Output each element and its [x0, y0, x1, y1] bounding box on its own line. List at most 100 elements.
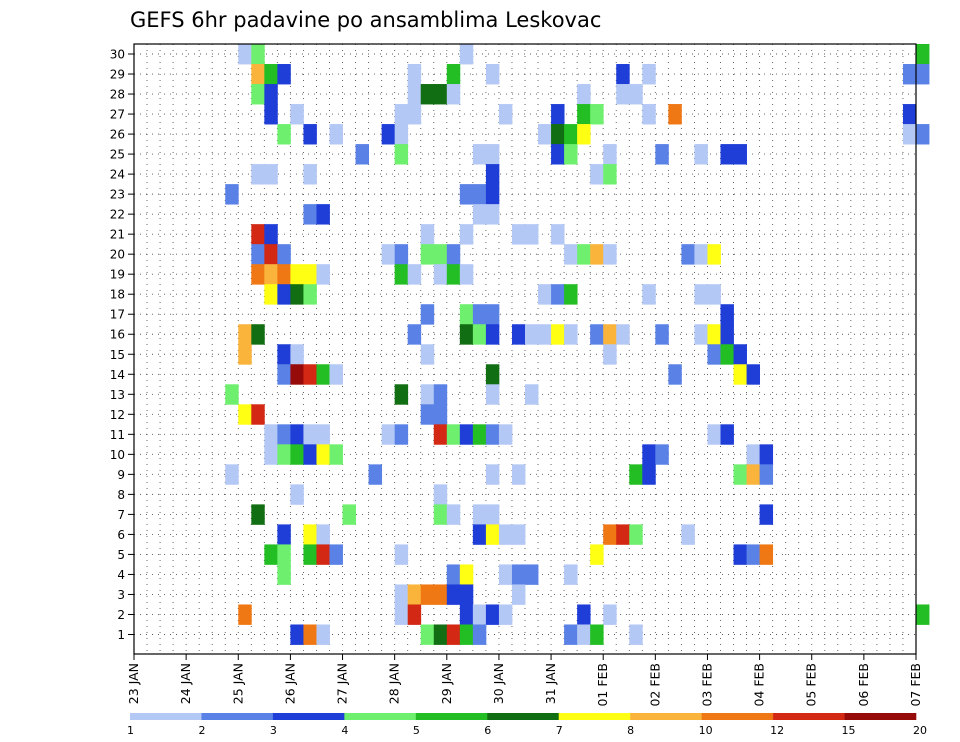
heatmap-cell	[316, 424, 330, 445]
heatmap-cell	[616, 84, 630, 105]
heatmap-cell	[485, 164, 500, 185]
heatmap-cell	[277, 524, 291, 545]
heatmap-cell	[277, 344, 291, 365]
heatmap-cell	[446, 624, 461, 645]
y-tick-label: 9	[117, 468, 125, 482]
heatmap-cell	[342, 504, 356, 525]
heatmap-cell	[551, 324, 565, 345]
y-tick-label: 4	[117, 568, 125, 582]
heatmap-cell	[720, 304, 734, 325]
heatmap-cell	[551, 104, 565, 125]
x-tick-label: 24 JAN	[178, 663, 193, 704]
heatmap-cell	[629, 464, 643, 485]
heatmap-cell	[420, 224, 435, 245]
y-tick-label: 16	[110, 328, 125, 342]
heatmap-cell	[902, 64, 917, 85]
heatmap-cell	[303, 264, 317, 285]
heatmap-cell	[498, 104, 513, 125]
heatmap-cell	[642, 464, 656, 485]
heatmap-cell	[264, 264, 278, 285]
heatmap-cell	[264, 64, 278, 85]
heatmap-cell	[577, 244, 591, 265]
heatmap-cell	[485, 384, 500, 405]
heatmap-cell	[498, 564, 513, 585]
heatmap-cell	[655, 144, 669, 165]
colorbar-segment	[630, 713, 702, 720]
y-tick-label: 11	[110, 428, 125, 442]
heatmap-cell	[316, 624, 330, 645]
heatmap-cell	[355, 144, 369, 165]
colorbar-segment	[130, 713, 202, 720]
heatmap-cell	[629, 84, 643, 105]
heatmap-cell	[590, 544, 604, 565]
heatmap-cell	[694, 324, 708, 345]
heatmap-cell	[251, 264, 265, 285]
heatmap-cell	[485, 304, 500, 325]
heatmap-cell	[446, 584, 461, 605]
heatmap-cell	[707, 284, 721, 305]
heatmap-cell	[459, 184, 474, 205]
y-tick-label: 24	[110, 168, 125, 182]
heatmap-cell	[603, 604, 617, 625]
y-tick-label: 10	[110, 448, 125, 462]
heatmap-cell	[525, 384, 539, 405]
heatmap-cell	[655, 444, 669, 465]
heatmap-cell	[420, 244, 435, 265]
colorbar-segment	[773, 713, 845, 720]
heatmap-cell	[433, 484, 448, 505]
colorbar-label: 10	[699, 724, 713, 737]
heatmap-cell	[303, 524, 317, 545]
heatmap-cell	[290, 344, 304, 365]
colorbar-segment	[272, 713, 345, 720]
y-tick-label: 2	[117, 608, 125, 622]
heatmap-cell	[485, 524, 500, 545]
heatmap-cell	[316, 444, 330, 465]
heatmap-cell	[459, 624, 474, 645]
x-tick-label: 29 JAN	[439, 663, 454, 704]
heatmap-cells	[225, 44, 930, 645]
y-tick-label: 22	[110, 208, 125, 222]
y-tick-label: 14	[110, 368, 125, 382]
heatmap-cell	[459, 264, 474, 285]
x-tick-label: 30 JAN	[491, 663, 506, 704]
heatmap-cell	[564, 284, 578, 305]
heatmap-cell	[316, 364, 330, 385]
heatmap-cell	[446, 564, 461, 585]
heatmap-cell	[277, 424, 291, 445]
heatmap-cell	[485, 184, 500, 205]
heatmap-cell	[551, 144, 565, 165]
x-tick-label: 03 FEB	[699, 663, 714, 707]
heatmap-cell	[916, 124, 930, 145]
heatmap-cell	[694, 144, 708, 165]
y-tick-label: 12	[110, 408, 125, 422]
heatmap-cell	[485, 604, 500, 625]
heatmap-cell	[916, 64, 930, 85]
heatmap-cell	[290, 424, 304, 445]
heatmap-cell	[316, 524, 330, 545]
x-tick-label: 27 JAN	[335, 663, 350, 704]
heatmap-cell	[329, 364, 343, 385]
y-tick-label: 19	[110, 268, 125, 282]
heatmap-cell	[459, 584, 474, 605]
colorbar-label: 12	[770, 724, 784, 737]
heatmap-cell	[290, 264, 304, 285]
heatmap-cell	[694, 244, 708, 265]
heatmap-cell	[577, 624, 591, 645]
heatmap-cell	[394, 264, 409, 285]
heatmap-cell	[433, 404, 448, 425]
heatmap-cell	[394, 584, 409, 605]
heatmap-cell	[616, 324, 630, 345]
heatmap-cell	[303, 164, 317, 185]
heatmap-cell	[316, 264, 330, 285]
heatmap-cell	[251, 64, 265, 85]
heatmap-cell	[290, 484, 304, 505]
heatmap-cell	[681, 244, 695, 265]
heatmap-cell	[459, 44, 474, 65]
heatmap-cell	[916, 44, 930, 65]
heatmap-cell	[511, 584, 526, 605]
heatmap-cell	[277, 444, 291, 465]
heatmap-cell	[498, 524, 513, 545]
heatmap-cell	[485, 324, 500, 345]
heatmap-cell	[720, 324, 734, 345]
heatmap-cell	[603, 244, 617, 265]
